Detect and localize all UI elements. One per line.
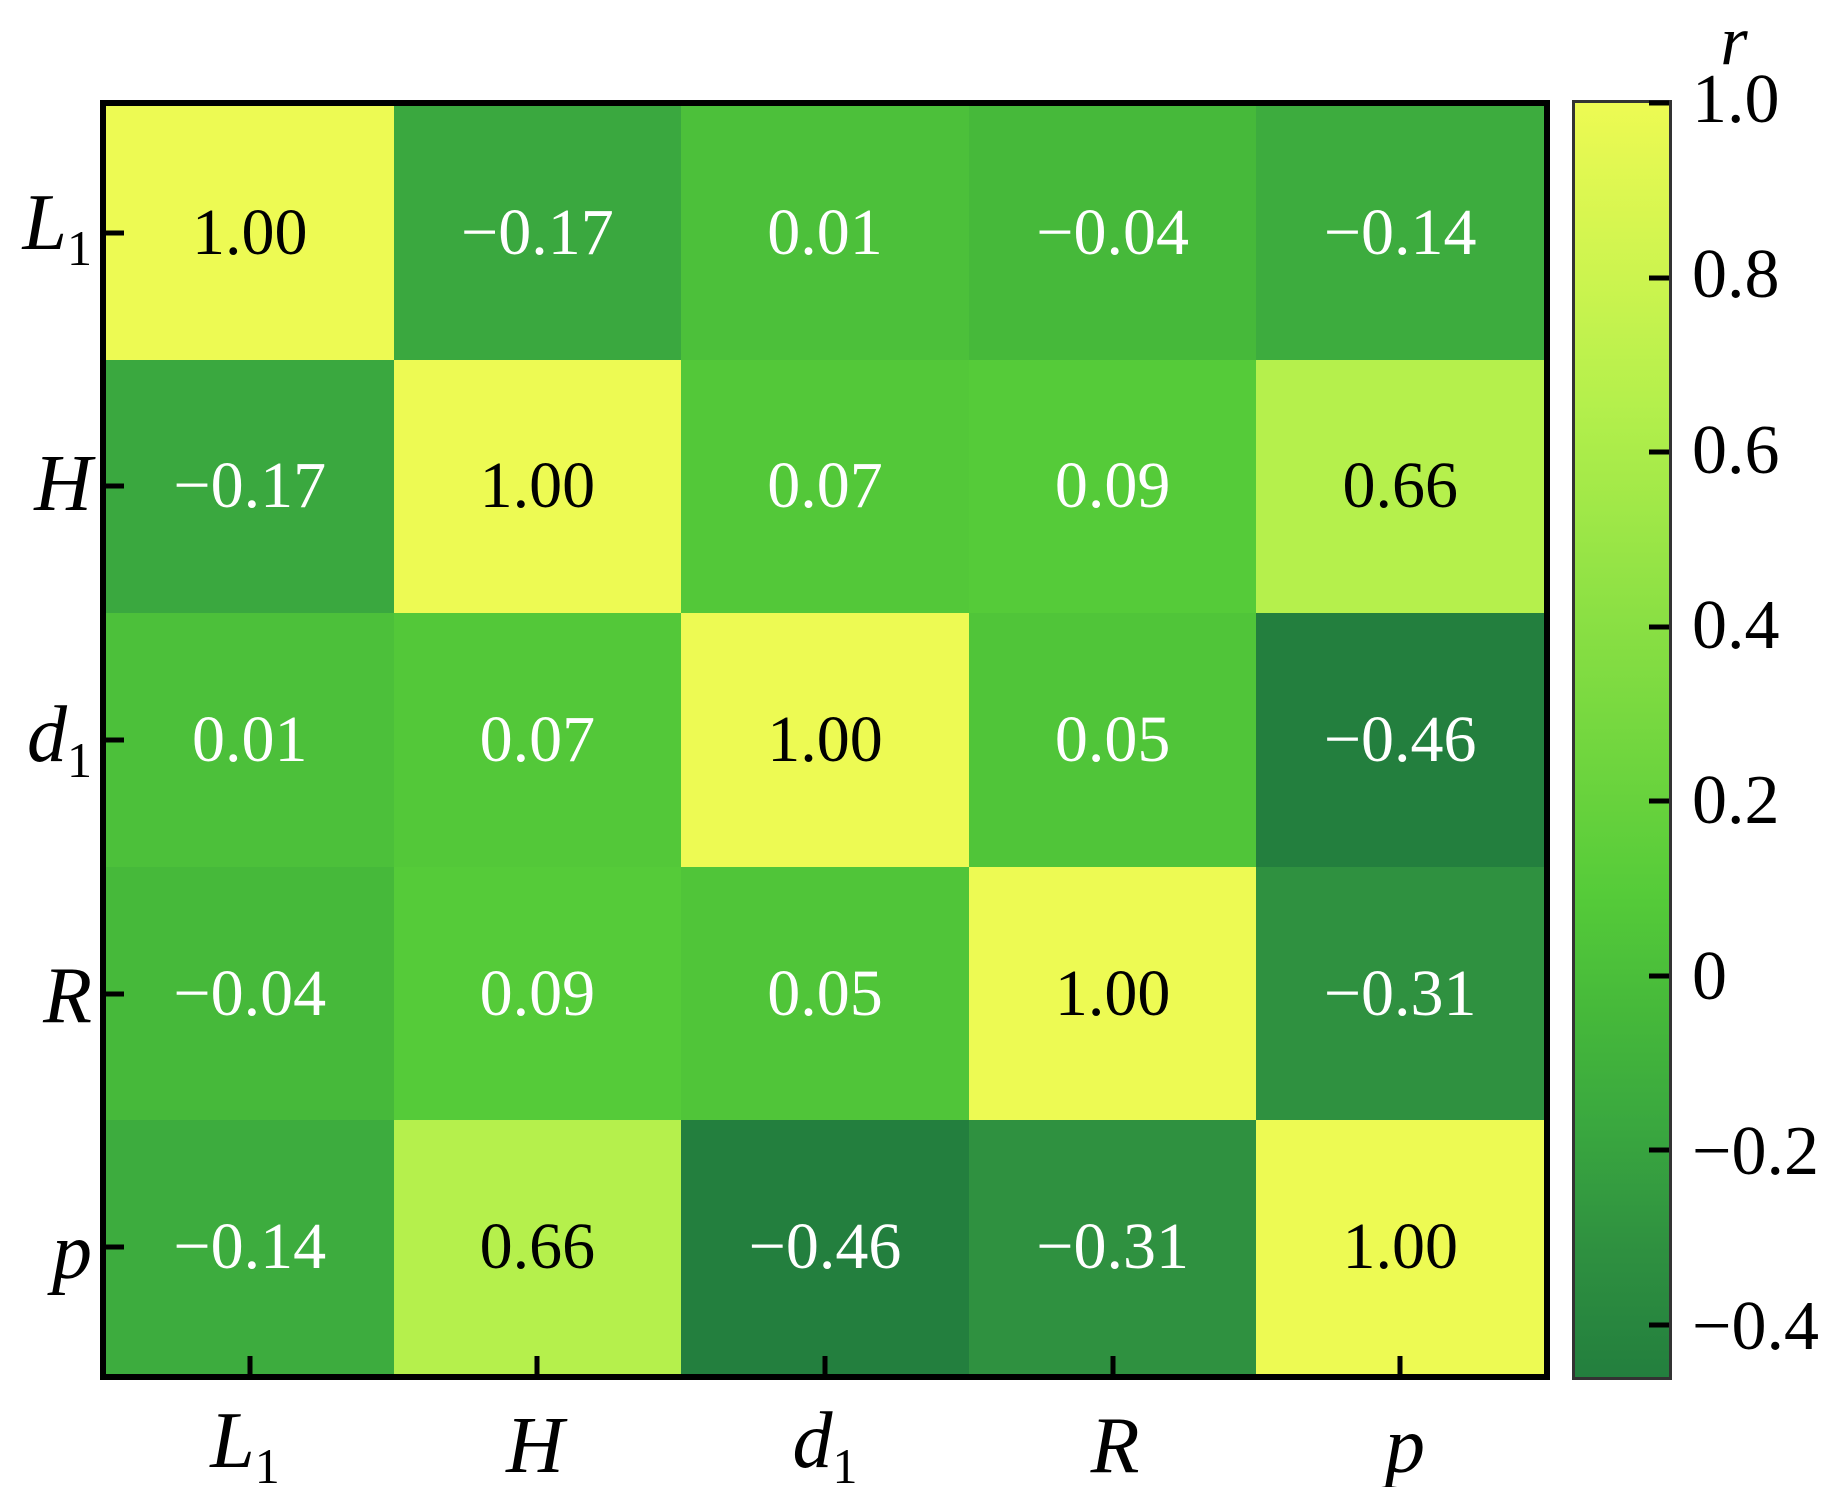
colorbar-tick-label-−0.4: −0.4 bbox=[1692, 1288, 1819, 1366]
axis-label-R: R bbox=[1090, 1401, 1140, 1487]
y-axis-tick-H bbox=[106, 483, 124, 489]
y-axis-label-container-H: H bbox=[0, 429, 92, 539]
x-axis-label-container-H: H bbox=[390, 1393, 680, 1487]
heatmap-cell-R-p: −0.31 bbox=[1256, 866, 1544, 1121]
x-axis-tick-R bbox=[1110, 1356, 1116, 1374]
heatmap: 1.00 −0.17 0.01 −0.04 −0.14 −0.17 1.00 0.07 0.09… bbox=[100, 100, 1550, 1380]
axis-label-H: H bbox=[506, 1401, 564, 1487]
colorbar-tick-−0.4 bbox=[1649, 1322, 1669, 1328]
y-axis-label-container-R: R bbox=[0, 941, 92, 1051]
heatmap-cell-d1-p: −0.46 bbox=[1256, 613, 1544, 867]
axis-label-R: R bbox=[43, 952, 92, 1040]
axis-label-p: p bbox=[52, 1208, 92, 1296]
colorbar-tick-0.8 bbox=[1649, 275, 1669, 281]
x-axis-tick-H bbox=[534, 1356, 540, 1374]
heatmap-cell-p-L1: −0.14 bbox=[106, 1120, 394, 1374]
colorbar-tick-label-0.8: 0.8 bbox=[1692, 236, 1780, 314]
y-axis-label-container-p: p bbox=[0, 1197, 92, 1307]
x-axis-tick-d1 bbox=[822, 1356, 828, 1374]
axis-label-L1: L1 bbox=[210, 1396, 280, 1487]
heatmap-cell-L1-R: −0.04 bbox=[968, 106, 1257, 360]
heatmap-cell-p-R: −0.31 bbox=[968, 1120, 1257, 1374]
colorbar-tick-label-0.2: 0.2 bbox=[1692, 762, 1780, 840]
colorbar-tick-−0.2 bbox=[1649, 1147, 1669, 1153]
heatmap-cell-H-R: 0.09 bbox=[968, 359, 1257, 614]
axis-label-p: p bbox=[1385, 1401, 1425, 1487]
colorbar-tick-0 bbox=[1649, 973, 1669, 979]
heatmap-cell-H-p: 0.66 bbox=[1256, 359, 1544, 614]
heatmap-grid: 1.00 −0.17 0.01 −0.04 −0.14 −0.17 1.00 0.07 0.09… bbox=[106, 106, 1544, 1374]
colorbar-tick-label-−0.2: −0.2 bbox=[1692, 1113, 1819, 1191]
y-axis-tick-d1 bbox=[106, 737, 124, 743]
colorbar-title: r bbox=[1720, 3, 1748, 80]
heatmap-cell-d1-d1: 1.00 bbox=[681, 613, 969, 867]
axis-label-H: H bbox=[34, 440, 92, 528]
heatmap-cell-d1-H: 0.07 bbox=[393, 613, 682, 867]
y-axis-tick-R bbox=[106, 991, 124, 997]
heatmap-cell-L1-p: −0.14 bbox=[1256, 106, 1544, 360]
colorbar-tick-label-0: 0 bbox=[1692, 937, 1727, 1015]
heatmap-cell-R-R: 1.00 bbox=[968, 866, 1257, 1121]
y-axis-label-container-d1: d1 bbox=[0, 685, 92, 795]
x-axis-tick-L1 bbox=[247, 1356, 253, 1374]
heatmap-cell-R-L1: −0.04 bbox=[106, 866, 394, 1121]
colorbar-tick-label-1.0: 1.0 bbox=[1692, 61, 1780, 138]
colorbar-tick-0.4 bbox=[1649, 624, 1669, 630]
heatmap-cell-L1-d1: 0.01 bbox=[681, 106, 969, 360]
axis-label-L1: L1 bbox=[22, 179, 93, 276]
heatmap-cell-H-H: 1.00 bbox=[393, 359, 682, 614]
x-axis-label-container-p: p bbox=[1260, 1393, 1550, 1487]
heatmap-cell-p-H: 0.66 bbox=[393, 1120, 682, 1374]
heatmap-cell-H-d1: 0.07 bbox=[681, 359, 969, 614]
axis-label-d1: d1 bbox=[792, 1396, 858, 1487]
heatmap-cell-p-p: 1.00 bbox=[1256, 1120, 1544, 1374]
colorbar bbox=[1572, 100, 1672, 1380]
x-axis-tick-p bbox=[1397, 1356, 1403, 1374]
x-axis-label-container-L1: L1 bbox=[100, 1393, 390, 1487]
colorbar-tick-label-0.4: 0.4 bbox=[1692, 587, 1780, 665]
colorbar-tick-0.6 bbox=[1649, 449, 1669, 455]
heatmap-cell-R-d1: 0.05 bbox=[681, 866, 969, 1121]
heatmap-cell-H-L1: −0.17 bbox=[106, 359, 394, 614]
axis-label-d1: d1 bbox=[27, 691, 92, 788]
heatmap-cell-d1-R: 0.05 bbox=[968, 613, 1257, 867]
heatmap-cell-p-d1: −0.46 bbox=[681, 1120, 969, 1374]
y-axis-label-container-L1: L1 bbox=[0, 173, 93, 283]
heatmap-cell-d1-L1: 0.01 bbox=[106, 613, 394, 867]
x-axis-label-container-d1: d1 bbox=[680, 1393, 970, 1487]
colorbar-tick-label-0.6: 0.6 bbox=[1692, 411, 1780, 489]
y-axis-tick-p bbox=[106, 1244, 124, 1250]
colorbar-tick-1.0 bbox=[1649, 100, 1669, 106]
heatmap-cell-L1-H: −0.17 bbox=[393, 106, 682, 360]
colorbar-tick-0.2 bbox=[1649, 798, 1669, 804]
heatmap-cell-R-H: 0.09 bbox=[393, 866, 682, 1121]
heatmap-cell-L1-L1: 1.00 bbox=[106, 106, 394, 360]
x-axis-label-container-R: R bbox=[970, 1393, 1260, 1487]
y-axis-tick-L1 bbox=[106, 230, 124, 236]
